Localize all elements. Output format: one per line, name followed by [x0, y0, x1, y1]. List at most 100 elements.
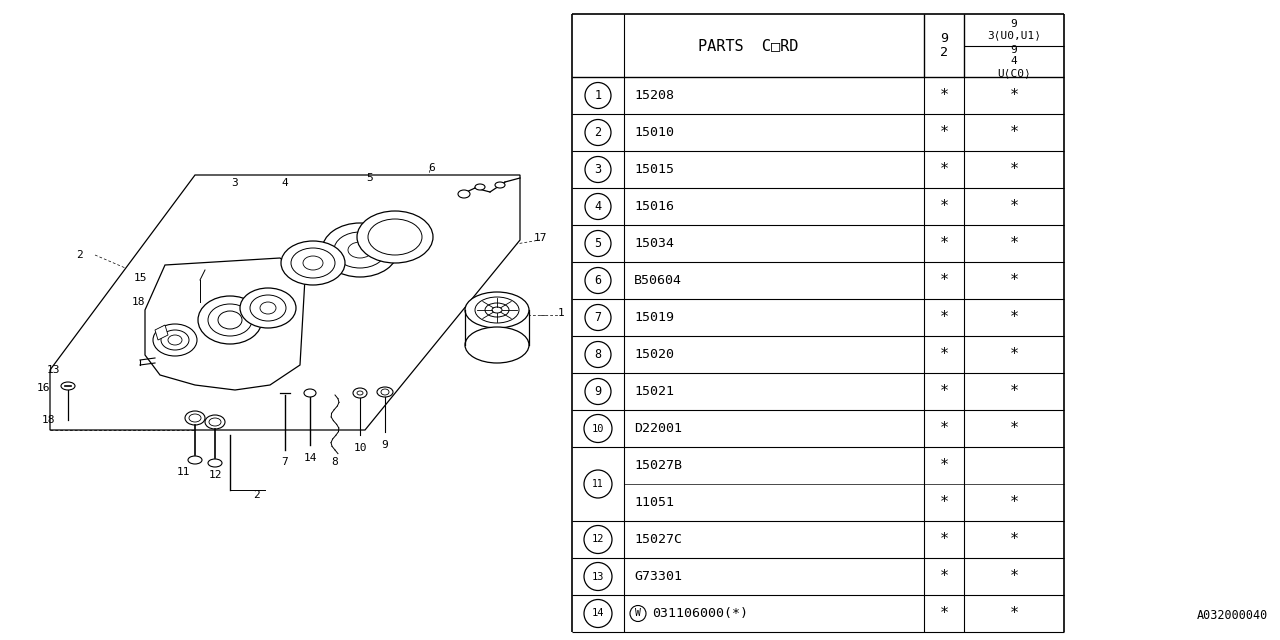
Text: 15034: 15034	[634, 237, 675, 250]
Ellipse shape	[218, 311, 242, 329]
Text: 6: 6	[429, 163, 435, 173]
Text: 3: 3	[232, 178, 238, 188]
Ellipse shape	[381, 389, 389, 395]
Ellipse shape	[475, 297, 518, 323]
Text: 15019: 15019	[634, 311, 675, 324]
Text: *: *	[940, 606, 948, 621]
Circle shape	[584, 600, 612, 627]
Circle shape	[584, 470, 612, 498]
Text: *: *	[940, 421, 948, 436]
Circle shape	[585, 157, 611, 182]
Polygon shape	[145, 258, 305, 390]
Ellipse shape	[334, 232, 387, 268]
Text: *: *	[940, 310, 948, 325]
Ellipse shape	[186, 411, 205, 425]
Ellipse shape	[209, 418, 221, 426]
Ellipse shape	[305, 389, 316, 397]
Text: 1: 1	[558, 308, 564, 318]
Text: D22001: D22001	[634, 422, 682, 435]
Text: 2: 2	[253, 490, 260, 500]
Text: 13: 13	[591, 572, 604, 582]
Text: 031106000(*): 031106000(*)	[652, 607, 748, 620]
Ellipse shape	[465, 292, 529, 328]
Text: 11: 11	[177, 467, 189, 477]
Ellipse shape	[357, 391, 364, 395]
Text: 11051: 11051	[634, 496, 675, 509]
Text: 14: 14	[591, 609, 604, 618]
Ellipse shape	[250, 295, 285, 321]
Circle shape	[630, 605, 646, 621]
Text: 4: 4	[594, 200, 602, 213]
Text: 15016: 15016	[634, 200, 675, 213]
Ellipse shape	[475, 184, 485, 190]
Text: *: *	[1010, 347, 1019, 362]
Polygon shape	[155, 325, 168, 340]
Text: *: *	[940, 458, 948, 473]
Text: *: *	[1010, 606, 1019, 621]
Text: *: *	[1010, 199, 1019, 214]
Text: 18: 18	[132, 297, 145, 307]
Text: 4: 4	[282, 178, 288, 188]
Text: 8: 8	[332, 457, 338, 467]
Polygon shape	[50, 175, 520, 430]
Text: *: *	[940, 88, 948, 103]
Ellipse shape	[282, 241, 346, 285]
Text: *: *	[940, 532, 948, 547]
Ellipse shape	[357, 211, 433, 263]
Text: A032000040: A032000040	[1197, 609, 1268, 622]
Text: *: *	[940, 125, 948, 140]
Text: PARTS  C□RD: PARTS C□RD	[698, 38, 799, 53]
Ellipse shape	[207, 304, 252, 336]
Text: 8: 8	[594, 348, 602, 361]
Ellipse shape	[485, 303, 509, 317]
Ellipse shape	[303, 256, 323, 270]
Text: 14: 14	[303, 453, 316, 463]
Text: 15027B: 15027B	[634, 459, 682, 472]
Circle shape	[585, 305, 611, 330]
Text: 9
4
U⟨C0⟩: 9 4 U⟨C0⟩	[997, 45, 1030, 78]
Text: *: *	[1010, 310, 1019, 325]
Text: 2: 2	[594, 126, 602, 139]
Text: *: *	[1010, 125, 1019, 140]
Ellipse shape	[168, 335, 182, 345]
Text: *: *	[1010, 421, 1019, 436]
Text: 10: 10	[591, 424, 604, 433]
Text: *: *	[1010, 162, 1019, 177]
Ellipse shape	[458, 190, 470, 198]
Ellipse shape	[161, 330, 189, 350]
Text: *: *	[1010, 236, 1019, 251]
Circle shape	[584, 415, 612, 442]
Text: 12: 12	[591, 534, 604, 545]
Ellipse shape	[61, 382, 76, 390]
Circle shape	[585, 230, 611, 257]
Ellipse shape	[378, 387, 393, 397]
Text: 15: 15	[133, 273, 147, 283]
Text: *: *	[1010, 88, 1019, 103]
Text: 15010: 15010	[634, 126, 675, 139]
Circle shape	[585, 378, 611, 404]
Ellipse shape	[260, 302, 276, 314]
Ellipse shape	[207, 459, 221, 467]
Text: 15021: 15021	[634, 385, 675, 398]
Ellipse shape	[198, 296, 262, 344]
Ellipse shape	[189, 414, 201, 422]
Circle shape	[585, 83, 611, 109]
Text: *: *	[940, 384, 948, 399]
Text: *: *	[1010, 532, 1019, 547]
Ellipse shape	[353, 388, 367, 398]
Ellipse shape	[241, 288, 296, 328]
Text: 15020: 15020	[634, 348, 675, 361]
Circle shape	[585, 120, 611, 145]
Ellipse shape	[205, 415, 225, 429]
Text: 15015: 15015	[634, 163, 675, 176]
Circle shape	[585, 193, 611, 220]
Text: 2: 2	[77, 250, 83, 260]
Text: 17: 17	[534, 233, 547, 243]
Ellipse shape	[348, 242, 372, 258]
Text: 9: 9	[594, 385, 602, 398]
Text: 9
3⟨U0,U1⟩: 9 3⟨U0,U1⟩	[987, 19, 1041, 40]
Text: *: *	[940, 569, 948, 584]
Text: 7: 7	[282, 457, 288, 467]
Text: *: *	[940, 162, 948, 177]
Circle shape	[585, 268, 611, 294]
